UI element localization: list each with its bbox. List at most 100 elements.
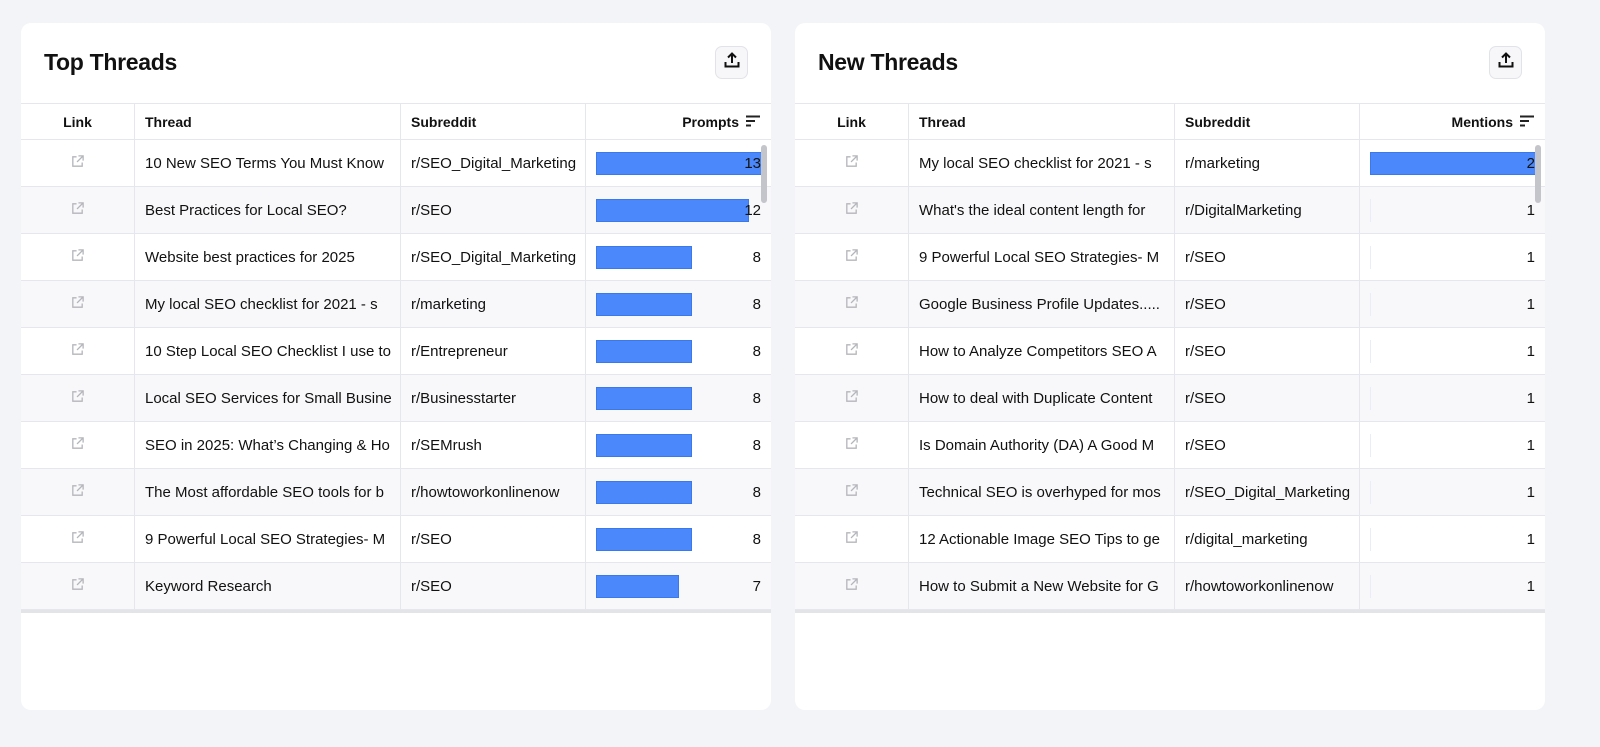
thread-cell: My local SEO checklist for 2021 - s xyxy=(909,140,1175,186)
thread-cell: 9 Powerful Local SEO Strategies- M xyxy=(909,234,1175,280)
value-bar xyxy=(1370,340,1371,363)
metric-cell: 2 xyxy=(1360,140,1545,186)
link-cell xyxy=(795,187,909,233)
table-row: Is Domain Authority (DA) A Good M r/SEO … xyxy=(795,422,1545,469)
sort-icon[interactable] xyxy=(745,114,761,130)
table-row: Local SEO Services for Small Busine r/Bu… xyxy=(21,375,771,422)
column-header-thread[interactable]: Thread xyxy=(135,104,401,139)
table-row: How to Analyze Competitors SEO A r/SEO 1 xyxy=(795,328,1545,375)
metric-label: Mentions xyxy=(1451,113,1513,130)
metric-cell: 8 xyxy=(586,516,771,562)
metric-cell: 8 xyxy=(586,281,771,327)
subreddit-cell: r/marketing xyxy=(401,281,586,327)
thread-cell: 12 Actionable Image SEO Tips to ge xyxy=(909,516,1175,562)
thread-cell: Website best practices for 2025 xyxy=(135,234,401,280)
thread-cell: Technical SEO is overhyped for mos xyxy=(909,469,1175,515)
external-link-icon[interactable] xyxy=(844,436,859,455)
column-header-metric[interactable]: Mentions xyxy=(1360,104,1545,139)
vertical-scrollbar[interactable] xyxy=(761,145,767,203)
external-link-icon[interactable] xyxy=(844,530,859,549)
export-button[interactable] xyxy=(715,46,748,79)
metric-cell: 7 xyxy=(586,563,771,609)
external-link-icon[interactable] xyxy=(70,483,85,502)
external-link-icon[interactable] xyxy=(70,154,85,173)
column-header-metric[interactable]: Prompts xyxy=(586,104,771,139)
external-link-icon[interactable] xyxy=(844,342,859,361)
external-link-icon[interactable] xyxy=(844,577,859,596)
metric-value: 1 xyxy=(1526,295,1535,313)
metric-value: 1 xyxy=(1526,530,1535,548)
table-header: Link Thread Subreddit Mentions xyxy=(795,104,1545,140)
column-header-link: Link xyxy=(795,104,909,139)
external-link-icon[interactable] xyxy=(844,154,859,173)
external-link-icon[interactable] xyxy=(70,530,85,549)
sort-icon[interactable] xyxy=(1519,114,1535,130)
column-header-subreddit[interactable]: Subreddit xyxy=(401,104,586,139)
table-row: My local SEO checklist for 2021 - s r/ma… xyxy=(795,140,1545,187)
external-link-icon[interactable] xyxy=(70,248,85,267)
new-threads-panel: New Threads Link Thread Subreddit Mentio… xyxy=(795,23,1545,710)
subreddit-cell: r/DigitalMarketing xyxy=(1175,187,1360,233)
link-cell xyxy=(795,375,909,421)
vertical-scrollbar[interactable] xyxy=(1535,145,1541,203)
link-cell xyxy=(795,422,909,468)
link-cell xyxy=(21,281,135,327)
metric-value: 1 xyxy=(1526,577,1535,595)
table-row: What's the ideal content length for r/Di… xyxy=(795,187,1545,234)
metric-value: 8 xyxy=(752,530,761,548)
external-link-icon[interactable] xyxy=(70,295,85,314)
external-link-icon[interactable] xyxy=(70,389,85,408)
link-cell xyxy=(795,328,909,374)
external-link-icon[interactable] xyxy=(70,577,85,596)
link-cell xyxy=(21,140,135,186)
link-cell xyxy=(795,281,909,327)
value-bar xyxy=(596,199,749,222)
metric-label: Prompts xyxy=(682,113,739,130)
external-link-icon[interactable] xyxy=(70,436,85,455)
link-cell xyxy=(795,140,909,186)
thread-cell: Google Business Profile Updates..... xyxy=(909,281,1175,327)
table-row: 12 Actionable Image SEO Tips to ge r/dig… xyxy=(795,516,1545,563)
external-link-icon[interactable] xyxy=(844,248,859,267)
external-link-icon[interactable] xyxy=(844,295,859,314)
link-cell xyxy=(795,563,909,609)
metric-cell: 1 xyxy=(1360,469,1545,515)
metric-cell: 1 xyxy=(1360,187,1545,233)
subreddit-cell: r/SEO xyxy=(1175,422,1360,468)
external-link-icon[interactable] xyxy=(70,201,85,220)
metric-value: 1 xyxy=(1526,436,1535,454)
metric-cell: 8 xyxy=(586,422,771,468)
metric-value: 12 xyxy=(744,201,761,219)
subreddit-cell: r/SEO xyxy=(401,516,586,562)
metric-cell: 8 xyxy=(586,234,771,280)
external-link-icon[interactable] xyxy=(844,483,859,502)
column-header-link: Link xyxy=(21,104,135,139)
value-bar xyxy=(596,387,692,410)
metric-cell: 1 xyxy=(1360,328,1545,374)
table-row: SEO in 2025: What’s Changing & Ho r/SEMr… xyxy=(21,422,771,469)
table-row: How to deal with Duplicate Content r/SEO… xyxy=(795,375,1545,422)
external-link-icon[interactable] xyxy=(844,389,859,408)
metric-value: 8 xyxy=(752,436,761,454)
column-header-subreddit[interactable]: Subreddit xyxy=(1175,104,1360,139)
subreddit-cell: r/marketing xyxy=(1175,140,1360,186)
value-bar xyxy=(1370,293,1371,316)
thread-cell: Is Domain Authority (DA) A Good M xyxy=(909,422,1175,468)
subreddit-cell: r/SEO xyxy=(1175,375,1360,421)
upload-icon xyxy=(723,51,741,74)
link-cell xyxy=(795,234,909,280)
external-link-icon[interactable] xyxy=(844,201,859,220)
metric-value: 8 xyxy=(752,295,761,313)
panel-title: Top Threads xyxy=(44,49,178,75)
table-row: Keyword Research r/SEO 7 xyxy=(21,563,771,610)
table-row: Best Practices for Local SEO? r/SEO 12 xyxy=(21,187,771,234)
value-bar xyxy=(596,340,692,363)
external-link-icon[interactable] xyxy=(70,342,85,361)
column-header-thread[interactable]: Thread xyxy=(909,104,1175,139)
metric-cell: 8 xyxy=(586,328,771,374)
metric-value: 8 xyxy=(752,389,761,407)
table-row: Website best practices for 2025 r/SEO_Di… xyxy=(21,234,771,281)
export-button[interactable] xyxy=(1489,46,1522,79)
subreddit-cell: r/SEO xyxy=(1175,234,1360,280)
link-cell xyxy=(21,469,135,515)
